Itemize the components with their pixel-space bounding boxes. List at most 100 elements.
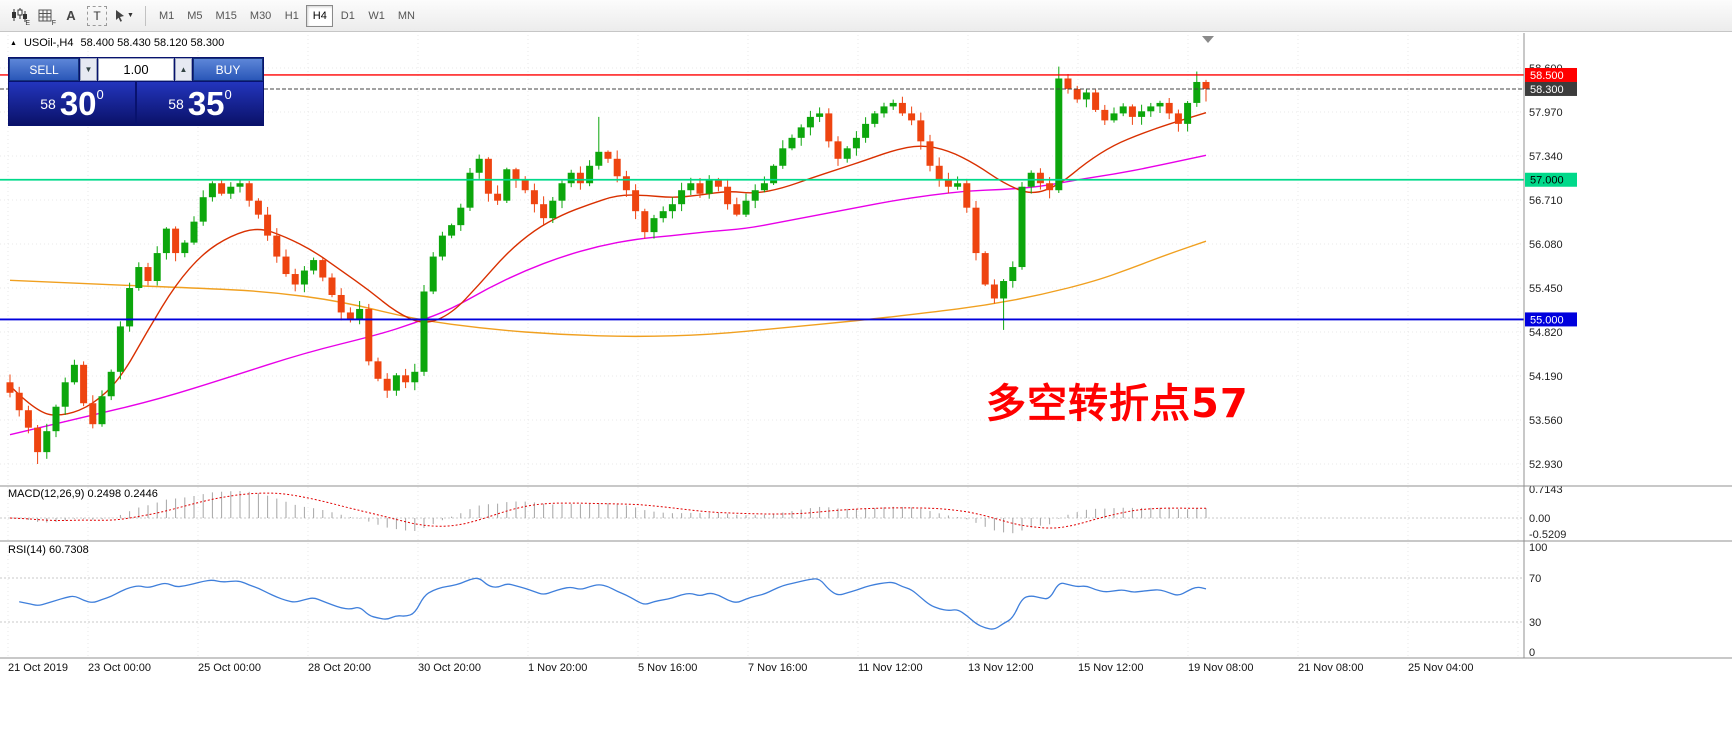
ma-orange-line: [9, 240, 1207, 338]
timeframe-w1-button[interactable]: W1: [362, 5, 391, 27]
candle-body: [15, 392, 23, 411]
candle-body: [61, 382, 69, 407]
candle-body: [402, 375, 410, 383]
candle-body: [1156, 102, 1164, 107]
price-axis-label: 56.080: [1529, 239, 1563, 251]
macd-label: MACD(12,26,9) 0.2498 0.2446: [8, 488, 158, 500]
volume-input[interactable]: [98, 58, 174, 81]
chart-annotation-text: 多空转折点57: [986, 381, 1249, 427]
ask-price-display[interactable]: 58 35 0: [137, 82, 263, 125]
candle-body: [733, 204, 741, 215]
candle-body: [80, 364, 88, 404]
candle-body: [1009, 267, 1017, 282]
candle-body: [135, 267, 143, 288]
candle-body: [310, 260, 318, 271]
candle-body: [438, 235, 446, 257]
candle-body: [1138, 111, 1146, 117]
candle-body: [1036, 172, 1044, 184]
text-label-tool-button[interactable]: A: [58, 4, 84, 28]
ma-red-line: [9, 112, 1207, 416]
main-toolbar: E F A T ▼ M1 M5 M15 M30 H1 H4 D1 W1 MN: [0, 0, 1732, 32]
time-axis-label: 15 Nov 12:00: [1078, 662, 1143, 674]
volume-decrease-button[interactable]: ▼: [80, 58, 97, 81]
candle-body: [632, 190, 640, 212]
price-badge: [1525, 67, 1577, 82]
candle-body: [954, 183, 962, 187]
candle-body: [356, 308, 364, 320]
timeframe-m15-button[interactable]: M15: [210, 5, 243, 27]
candle-body: [448, 225, 456, 236]
price-badge: [1525, 312, 1577, 327]
candle-body: [1202, 81, 1210, 89]
price-axis-label: 52.930: [1529, 459, 1563, 471]
timeframe-m5-button[interactable]: M5: [181, 5, 208, 27]
volume-increase-button[interactable]: ▲: [175, 58, 192, 81]
candle-body: [181, 242, 189, 254]
bid-ask-row: 58 30 0 58 35 0: [9, 82, 263, 125]
candle-body: [420, 291, 428, 372]
candle-body: [576, 172, 584, 184]
macd-axis-label: -0.5209: [1529, 529, 1566, 541]
symbol-ohlc-values: 58.400 58.430 58.120 58.300: [80, 37, 225, 49]
grid-settings-button[interactable]: F: [32, 4, 58, 28]
symbol-info-bar: ▲ USOil-,H4 58.400 58.430 58.120 58.300: [10, 37, 224, 49]
candle-body: [383, 378, 391, 391]
candle-body: [245, 183, 253, 201]
price-badge-label: 55.000: [1530, 314, 1564, 326]
candle-body: [494, 193, 502, 201]
candle-body: [162, 228, 170, 254]
cursor-tool-button[interactable]: ▼: [110, 4, 138, 28]
candle-body: [337, 294, 345, 313]
candle-body: [1165, 102, 1173, 114]
rsi-axis-label: 70: [1529, 573, 1541, 585]
one-click-trading-panel: SELL ▼ ▲ BUY 58 30 0 58 35 0: [8, 57, 264, 126]
bid-big-figure: 58: [40, 95, 56, 112]
timeframe-m1-button[interactable]: M1: [153, 5, 180, 27]
text-box-tool-button[interactable]: T: [87, 5, 107, 26]
timeframe-d1-button[interactable]: D1: [334, 5, 361, 27]
candle-body: [586, 165, 594, 184]
candle-body: [89, 403, 97, 425]
indicators-chart-button[interactable]: E: [6, 4, 32, 28]
candle-body: [1101, 109, 1109, 121]
symbol-name: USOil-,H4: [23, 37, 74, 49]
time-axis-label: 25 Oct 00:00: [198, 662, 261, 674]
candle-body: [126, 288, 134, 327]
bid-price-display[interactable]: 58 30 0: [9, 82, 135, 125]
candle-body: [760, 183, 768, 191]
price-axis-label: 54.820: [1529, 327, 1563, 339]
rsi-axis-label: 100: [1529, 542, 1547, 554]
candle-body: [34, 427, 42, 453]
timeframe-m30-button[interactable]: M30: [244, 5, 277, 27]
candle-body: [935, 165, 943, 180]
time-axis-label: 5 Nov 16:00: [638, 662, 697, 674]
cursor-icon: [116, 10, 124, 22]
buy-button[interactable]: BUY: [193, 58, 263, 81]
candle-body: [668, 204, 676, 212]
mini-candles-icon: [11, 8, 27, 22]
timeframe-group: M1 M5 M15 M30 H1 H4 D1 W1 MN: [153, 4, 421, 27]
candle-body: [641, 211, 649, 233]
price-axis-label: 54.190: [1529, 371, 1563, 383]
candle-body: [1193, 81, 1201, 103]
timeframe-h4-button[interactable]: H4: [306, 4, 334, 27]
candle-body: [24, 410, 32, 428]
sell-button[interactable]: SELL: [9, 58, 79, 81]
candle-body: [346, 312, 354, 320]
candle-body: [917, 120, 925, 142]
candle-body: [926, 141, 934, 166]
ohlc-expand-icon[interactable]: ▲: [10, 39, 17, 47]
timeframe-h1-button[interactable]: H1: [278, 5, 305, 27]
chart-shift-marker-icon[interactable]: [1202, 36, 1214, 43]
candle-body: [770, 165, 778, 184]
candle-body: [43, 431, 51, 453]
candle-body: [1174, 113, 1182, 124]
toolbar-separator: [144, 5, 146, 26]
timeframe-mn-button[interactable]: MN: [392, 5, 421, 27]
candle-body: [1147, 106, 1155, 112]
candle-body: [190, 221, 198, 243]
candle-body: [218, 183, 226, 194]
candle-body: [1128, 106, 1136, 117]
